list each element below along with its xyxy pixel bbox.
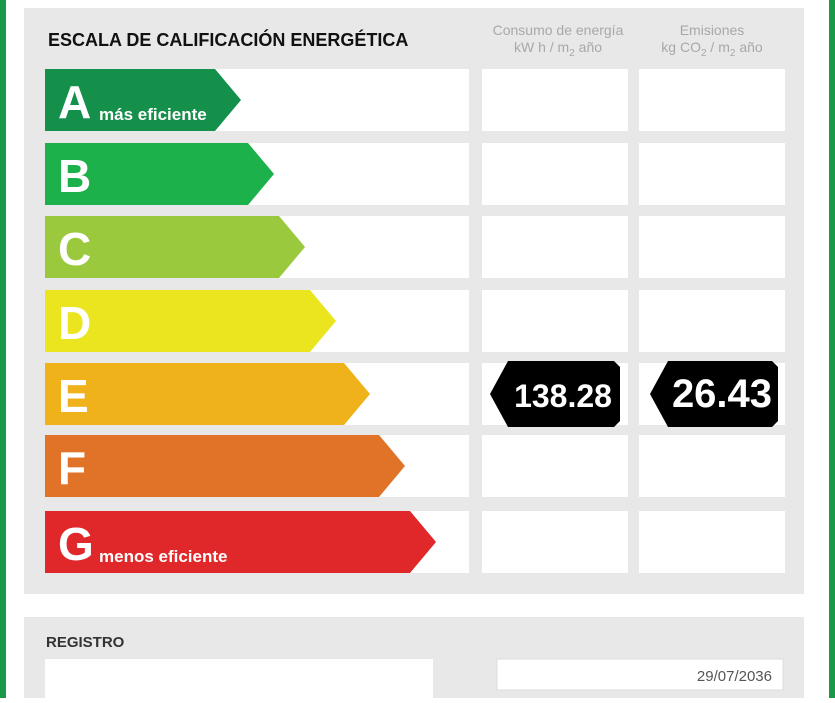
unit-text: / m — [707, 39, 730, 55]
value-box — [482, 69, 628, 131]
date: 29/07/2036 — [697, 668, 772, 685]
rating-arrow — [45, 290, 336, 352]
rating-letter: D — [58, 297, 91, 349]
value-box — [639, 290, 785, 352]
column-unit: kg CO2 / m2 año — [661, 39, 763, 59]
value-box — [639, 143, 785, 205]
registro-title: REGISTRO — [46, 634, 125, 651]
unit-subscript: 2 — [569, 48, 575, 59]
value-box — [482, 435, 628, 497]
rating-arrow — [45, 216, 305, 278]
unit-text: año — [735, 39, 762, 55]
rating-note: menos eficiente — [99, 547, 228, 566]
rating-badge — [650, 361, 778, 427]
value-box — [482, 511, 628, 573]
column-unit: kW h / m2 año — [514, 39, 602, 59]
value-box — [482, 143, 628, 205]
unit-text: kg CO — [661, 39, 701, 55]
unit-subscript: 2 — [730, 48, 736, 59]
rating-arrow — [45, 143, 274, 205]
rating-arrow — [45, 435, 405, 497]
rating-arrow — [45, 363, 370, 425]
registro-box — [45, 659, 433, 703]
rating-letter: B — [58, 150, 91, 202]
value-box — [639, 435, 785, 497]
rating-arrow — [45, 69, 241, 131]
date-box — [496, 658, 784, 691]
rating-note: más eficiente — [99, 105, 207, 124]
unit-text: año — [575, 39, 602, 55]
rating-letter: F — [58, 442, 86, 494]
rating-badge — [490, 361, 620, 427]
rating-value: 26.43 — [672, 372, 772, 416]
value-box — [639, 69, 785, 131]
rating-arrow — [45, 511, 436, 573]
rating-letter: G — [58, 518, 94, 570]
rating-letter: C — [58, 223, 91, 275]
border-left — [0, 0, 6, 698]
value-box — [639, 216, 785, 278]
border-right — [829, 0, 835, 698]
unit-text: kW h / m — [514, 39, 569, 55]
title: ESCALA DE CALIFICACIÓN ENERGÉTICA — [48, 29, 408, 50]
column-title: Emisiones — [680, 22, 745, 38]
value-box — [482, 216, 628, 278]
rating-letter: E — [58, 370, 89, 422]
rating-letter: A — [58, 76, 91, 128]
unit-subscript: 2 — [701, 48, 707, 59]
rating-value: 138.28 — [514, 378, 612, 414]
column-title: Consumo de energía — [493, 22, 624, 38]
value-box — [482, 290, 628, 352]
value-box — [639, 511, 785, 573]
